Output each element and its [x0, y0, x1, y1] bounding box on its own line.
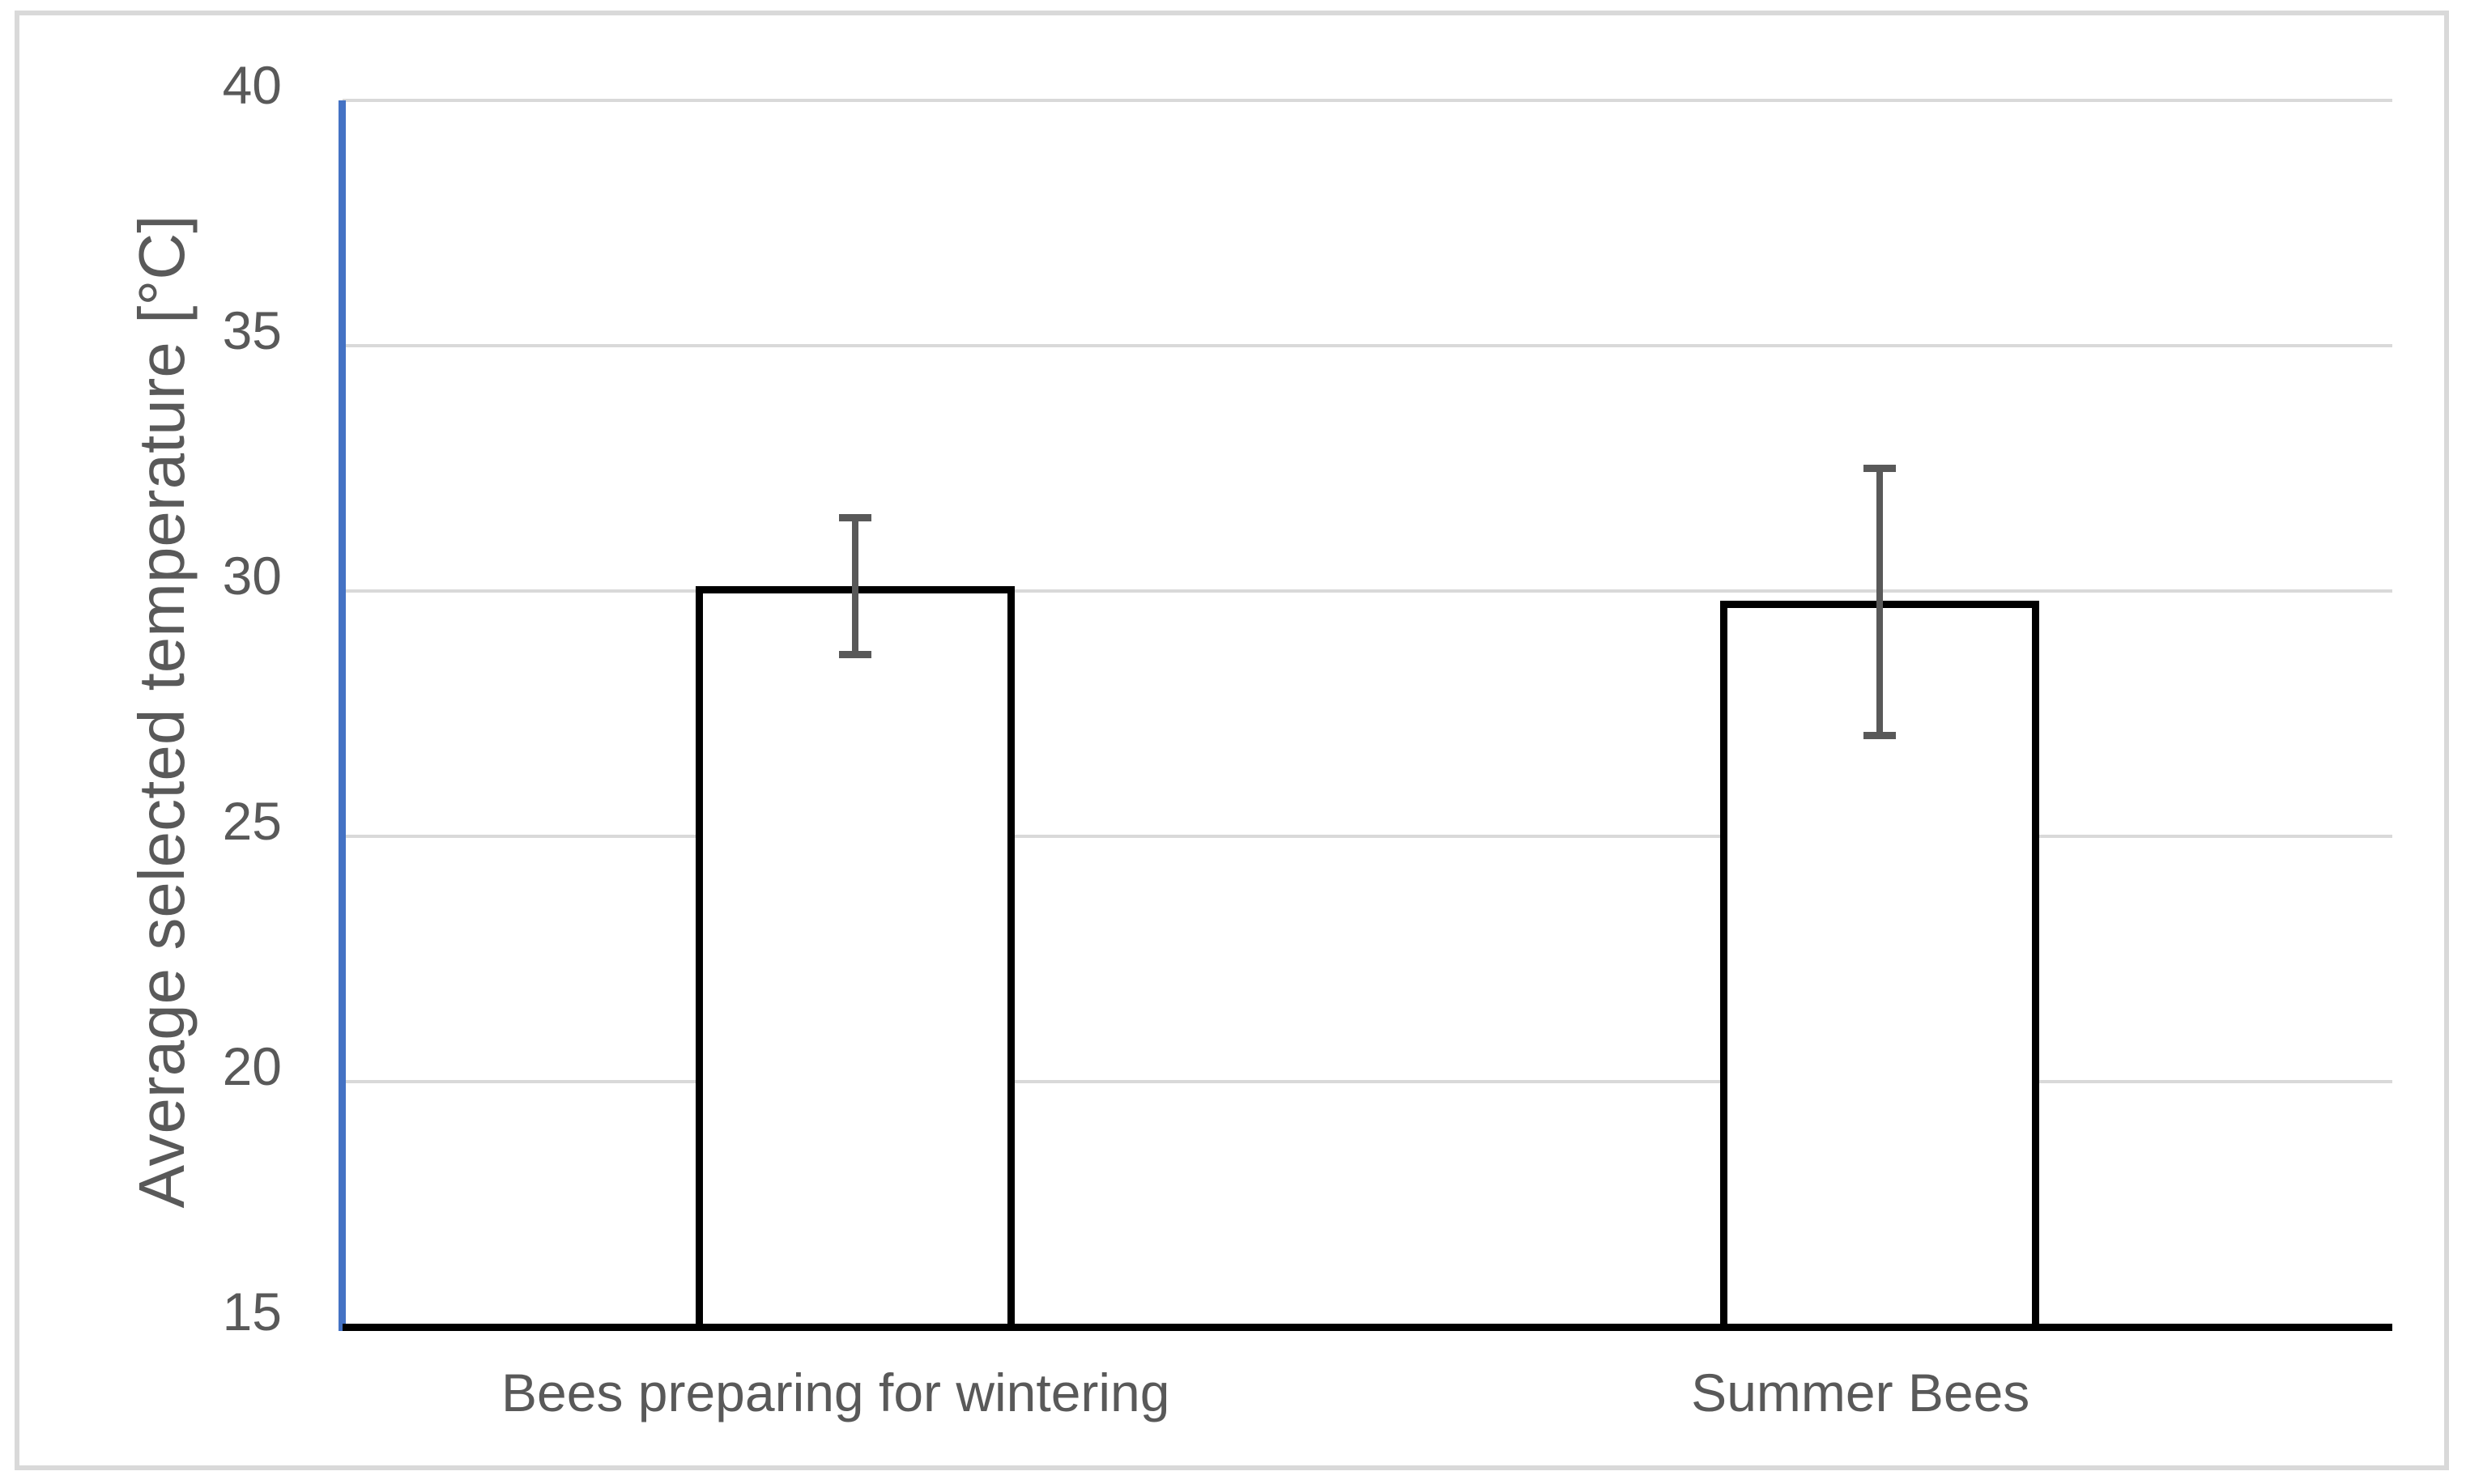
- x-category-label-bees-preparing-for-wintering: Bees preparing for wintering: [501, 1363, 1170, 1422]
- x-axis-line: [343, 1323, 2392, 1331]
- y-tick-label-40: 40: [222, 55, 282, 115]
- y-tick-label-35: 35: [222, 300, 282, 360]
- error-bar-bees-preparing-for-wintering-line: [851, 517, 858, 655]
- gridline-40: [343, 99, 2392, 102]
- gridline-20: [343, 1080, 2392, 1083]
- chart-frame: Average selected temperature [°C] 15 20 25…: [15, 11, 2449, 1470]
- y-axis-line: [338, 100, 346, 1331]
- error-bar-summer-bees-cap-bottom: [1863, 732, 1897, 740]
- x-category-label-summer-bees: Summer Bees: [1691, 1363, 2030, 1422]
- y-tick-label-30: 30: [222, 546, 282, 606]
- error-bar-bees-preparing-for-wintering-cap-bottom: [838, 651, 871, 659]
- error-bar-summer-bees-line: [1876, 468, 1884, 736]
- gridline-35: [343, 344, 2392, 347]
- y-tick-label-15: 15: [222, 1282, 282, 1342]
- y-tick-label-20: 20: [222, 1036, 282, 1096]
- gridline-30: [343, 589, 2392, 593]
- y-axis-title: Average selected temperature [°C]: [126, 215, 198, 1209]
- error-bar-summer-bees-cap-top: [1863, 465, 1897, 472]
- bar-bees-preparing-for-wintering: [695, 585, 1015, 1331]
- y-tick-label-25: 25: [222, 791, 282, 851]
- gridline-25: [343, 835, 2392, 838]
- plot-area: [338, 99, 2392, 1331]
- error-bar-bees-preparing-for-wintering-cap-top: [838, 513, 871, 521]
